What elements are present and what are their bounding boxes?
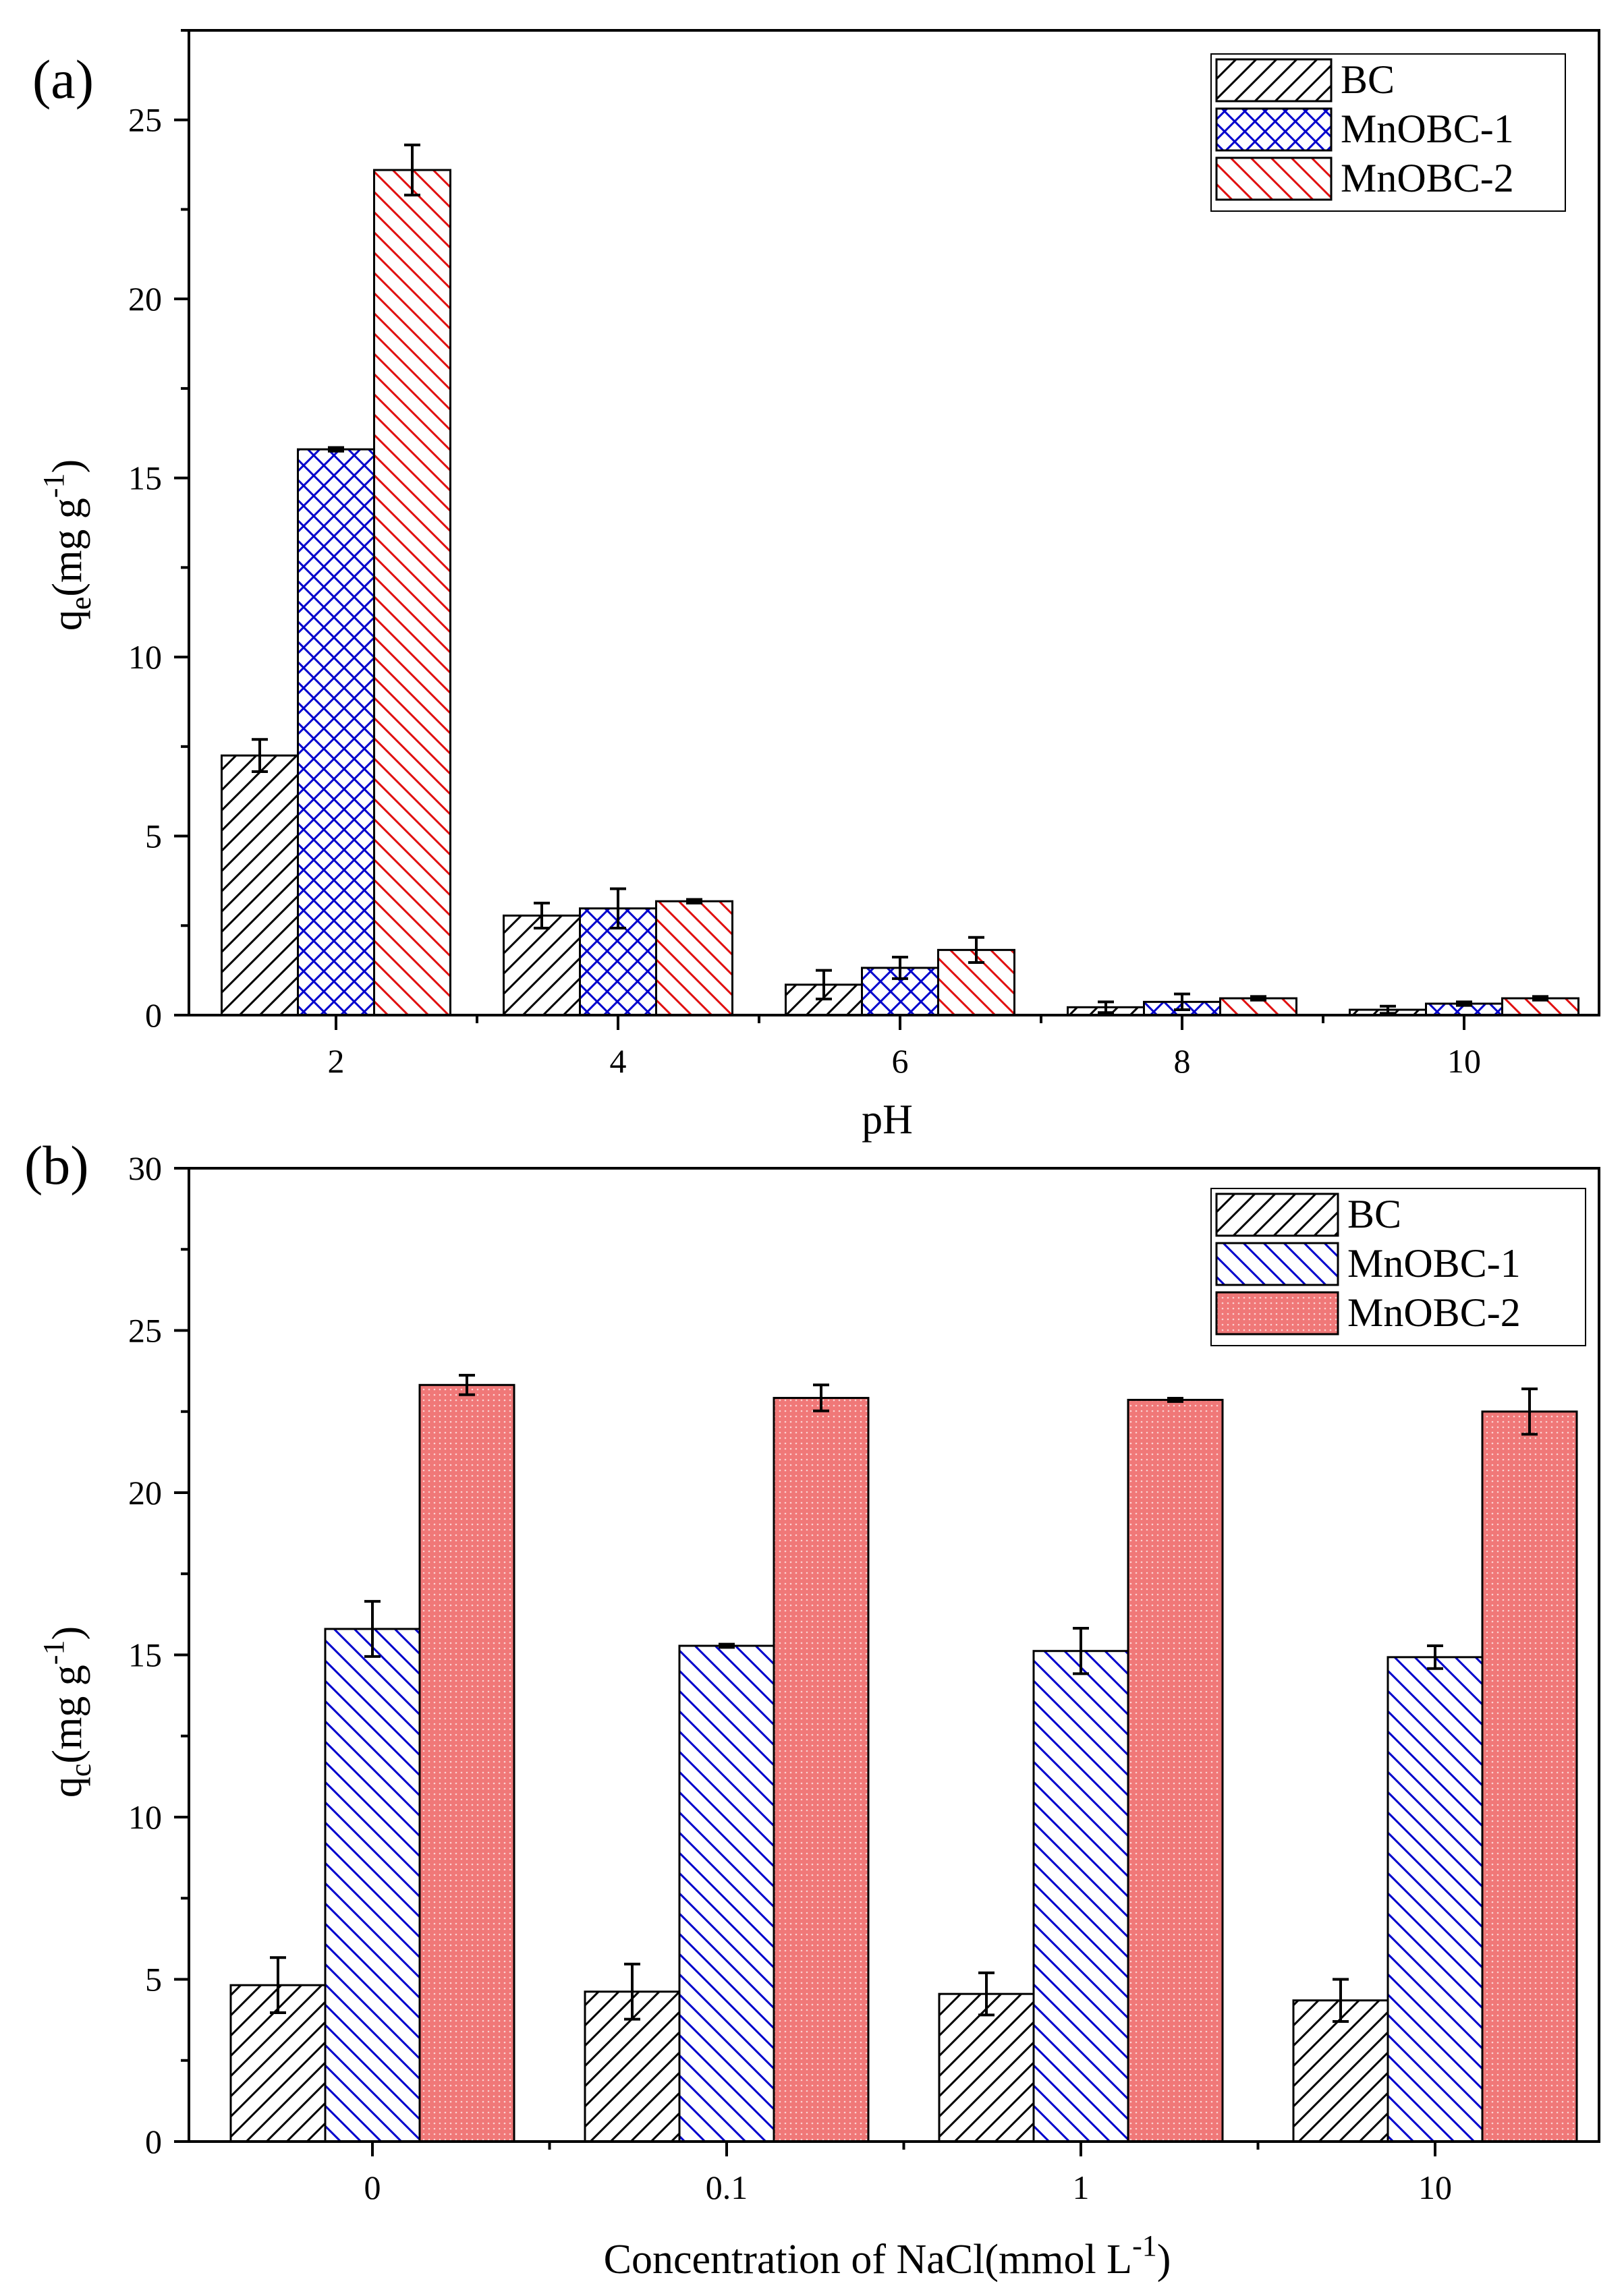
error-bar-MnOBC-1-2 [328, 446, 344, 453]
bar-MnOBC-2-1 [1127, 1398, 1224, 2143]
error-bar-MnOBC-2-10 [1521, 1387, 1538, 1436]
error-bar-BC-6 [816, 969, 832, 1001]
error-bar-BC-10 [1380, 1004, 1396, 1015]
legend-swatch-BC [1215, 58, 1333, 103]
x-tick-label: 1 [1073, 2169, 1090, 2206]
y-tick-label: 10 [128, 638, 162, 676]
legend-swatch-MnOBC-1 [1215, 1242, 1339, 1286]
legend-item-MnOBC-1: MnOBC-1 [1215, 1241, 1521, 1286]
error-bar-BC-0 [270, 1956, 286, 2015]
x-tick-label: 10 [1418, 2169, 1452, 2206]
x-axis-title-b: Concentration of NaCl(mmol L-1) [604, 2229, 1171, 2283]
legend-swatch-MnOBC-2 [1215, 156, 1333, 201]
bar-MnOBC-1-0 [324, 1628, 421, 2143]
legend-label-MnOBC-1: MnOBC-1 [1341, 107, 1514, 151]
x-tick-label: 8 [1174, 1042, 1191, 1080]
legend-label-MnOBC-1: MnOBC-1 [1347, 1241, 1521, 1286]
error-bar-MnOBC-2-8 [1250, 995, 1266, 1002]
error-bar-MnOBC-1-6 [892, 955, 908, 980]
y-tick-label: 20 [128, 280, 162, 318]
legend-item-BC: BC [1215, 1192, 1401, 1237]
bar-MnOBC-2-0 [418, 1383, 515, 2143]
error-bar-MnOBC-2-2 [404, 143, 420, 197]
y-tick-label: 5 [145, 1961, 162, 1999]
axes-b: 0 5 10 15 20 25 30 0 0.1 1 10 [128, 1149, 1600, 2206]
x-tick-label: 6 [892, 1042, 909, 1080]
error-bar-MnOBC-1-0 [364, 1600, 381, 1658]
error-bar-MnOBC-1-10 [1456, 1000, 1472, 1007]
bars-b [229, 1373, 1578, 2143]
error-bar-BC-1 [978, 1971, 995, 2017]
y-tick-label: 25 [128, 1312, 162, 1350]
y-tick-label: 15 [128, 1636, 162, 1674]
y-tick-label: 0 [145, 2123, 162, 2160]
legend-item-MnOBC-2: MnOBC-2 [1215, 1290, 1521, 1336]
legend-swatch-MnOBC-2 [1215, 1291, 1339, 1336]
bar-MnOBC-2-2 [373, 169, 451, 1016]
plot-frame-a [188, 29, 1600, 1016]
error-bar-MnOBC-2-0 [459, 1373, 475, 1396]
bar-MnOBC-1-2 [297, 448, 375, 1016]
panel-label-b: (b) [24, 1135, 89, 1196]
legend-label-BC: BC [1341, 57, 1395, 102]
error-bar-MnOBC-2-4 [686, 898, 702, 905]
error-bar-BC-10 [1333, 1978, 1349, 2024]
error-bar-MnOBC-1-1 [1073, 1627, 1089, 1675]
x-tick-label: 10 [1447, 1042, 1481, 1080]
y-tick-label: 15 [128, 459, 162, 497]
bar-BC-2 [221, 754, 299, 1016]
y-tick-label: 10 [128, 1798, 162, 1836]
error-bar-MnOBC-2-0.1 [813, 1383, 829, 1412]
x-tick-label: 4 [610, 1042, 627, 1080]
error-bar-BC-2 [252, 738, 268, 773]
legend-swatch-MnOBC-1 [1215, 107, 1333, 152]
bar-MnOBC-2-4 [655, 900, 733, 1016]
y-axis-title-b: qc(mg g-1) [37, 1626, 97, 1798]
error-bar-MnOBC-2-6 [968, 936, 984, 964]
y-tick-label: 25 [128, 101, 162, 139]
panel-b: (b) qc(mg g-1) Concentration of NaCl(mmo… [24, 1135, 1600, 2283]
x-axis-title-a: pH [862, 1097, 913, 1143]
bars-a [221, 143, 1579, 1016]
y-tick-label: 20 [128, 1474, 162, 1512]
error-bar-MnOBC-2-1 [1167, 1397, 1183, 1403]
error-bar-MnOBC-1-10 [1427, 1644, 1443, 1670]
bar-MnOBC-1-1 [1032, 1650, 1129, 2143]
legend-item-MnOBC-1: MnOBC-1 [1215, 107, 1514, 152]
legend-label-MnOBC-2: MnOBC-2 [1347, 1290, 1521, 1335]
bar-MnOBC-1-10 [1387, 1656, 1484, 2143]
panel-label-a: (a) [32, 49, 94, 110]
error-bar-BC-8 [1098, 1000, 1114, 1014]
error-bar-MnOBC-1-4 [610, 887, 626, 929]
legend-a: BC MnOBC-1 MnOBC-2 [1210, 53, 1566, 212]
legend-item-MnOBC-2: MnOBC-2 [1215, 156, 1514, 201]
error-bar-MnOBC-1-8 [1174, 992, 1190, 1012]
y-tick-label: 30 [128, 1149, 162, 1187]
error-bar-BC-0.1 [624, 1962, 640, 2021]
x-tick-label: 0 [364, 2169, 381, 2206]
bar-BC-4 [503, 914, 581, 1016]
x-tick-label: 0.1 [706, 2169, 748, 2206]
legend-label-BC: BC [1347, 1192, 1401, 1236]
bar-MnOBC-1-0.1 [678, 1644, 775, 2143]
bar-MnOBC-2-10 [1481, 1410, 1578, 2143]
legend-item-BC: BC [1215, 57, 1395, 103]
axes-a: 0 5 10 15 20 25 2 4 6 8 10 [128, 29, 1600, 1080]
error-bar-MnOBC-2-10 [1532, 995, 1548, 1002]
legend-swatch-BC [1215, 1193, 1339, 1237]
x-tick-label: 2 [328, 1042, 345, 1080]
y-tick-label: 5 [145, 817, 162, 855]
panel-a: (a) qe(mg g-1) pH 0 5 10 15 20 25 2 4 6 8 10 BC MnO… [32, 29, 1600, 1143]
error-bar-BC-4 [534, 901, 550, 929]
error-bar-MnOBC-1-0.1 [719, 1642, 735, 1649]
y-axis-title-a: qe(mg g-1) [37, 459, 97, 631]
legend-label-MnOBC-2: MnOBC-2 [1341, 156, 1514, 200]
bar-MnOBC-2-0.1 [773, 1397, 870, 2143]
y-tick-label: 0 [145, 996, 162, 1034]
